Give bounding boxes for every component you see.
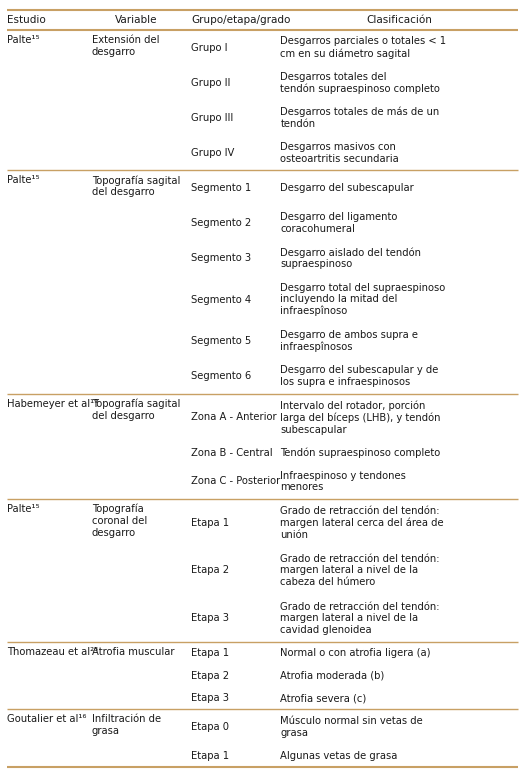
- Text: Grado de retracción del tendón:
margen lateral a nivel de la
cavidad glenoidea: Grado de retracción del tendón: margen l…: [280, 601, 440, 635]
- Text: Etapa 1: Etapa 1: [191, 648, 230, 658]
- Text: Segmento 3: Segmento 3: [191, 253, 252, 263]
- Text: Topografía sagital
del desgarro: Topografía sagital del desgarro: [92, 175, 180, 198]
- Text: Habemeyer et al¹⁹: Habemeyer et al¹⁹: [7, 399, 99, 408]
- Text: Grupo III: Grupo III: [191, 113, 234, 123]
- Text: Grado de retracción del tendón:
margen lateral a nivel de la
cabeza del húmero: Grado de retracción del tendón: margen l…: [280, 554, 440, 587]
- Text: Grupo/etapa/grado: Grupo/etapa/grado: [191, 15, 291, 25]
- Text: Grupo II: Grupo II: [191, 78, 231, 88]
- Text: Etapa 1: Etapa 1: [191, 751, 230, 761]
- Text: Variable: Variable: [115, 15, 158, 25]
- Text: Segmento 6: Segmento 6: [191, 371, 252, 381]
- Text: Extensión del
desgarro: Extensión del desgarro: [92, 35, 159, 57]
- Text: Palte¹⁵: Palte¹⁵: [7, 504, 40, 514]
- Text: Etapa 1: Etapa 1: [191, 518, 230, 527]
- Text: Estudio: Estudio: [7, 15, 46, 25]
- Text: Zona C - Posterior: Zona C - Posterior: [191, 476, 280, 486]
- Text: Etapa 3: Etapa 3: [191, 693, 230, 703]
- Text: Desgarro de ambos supra e
infraespînosos: Desgarro de ambos supra e infraespînosos: [280, 330, 418, 352]
- Text: Topografía
coronal del
desgarro: Topografía coronal del desgarro: [92, 504, 147, 538]
- Text: Tendón supraespinoso completo: Tendón supraespinoso completo: [280, 447, 441, 458]
- Text: Segmento 5: Segmento 5: [191, 336, 252, 346]
- Text: Etapa 0: Etapa 0: [191, 722, 230, 732]
- Text: Grado de retracción del tendón:
margen lateral cerca del área de
unión: Grado de retracción del tendón: margen l…: [280, 506, 444, 540]
- Text: Segmento 1: Segmento 1: [191, 183, 252, 193]
- Text: Zona B - Central: Zona B - Central: [191, 447, 273, 457]
- Text: Intervalo del rotador, porción
larga del bíceps (LHB), y tendón
subescapular: Intervalo del rotador, porción larga del…: [280, 400, 441, 435]
- Text: Palte¹⁵: Palte¹⁵: [7, 175, 40, 185]
- Text: Zona A - Anterior: Zona A - Anterior: [191, 412, 277, 422]
- Text: Atrofia severa (c): Atrofia severa (c): [280, 693, 367, 703]
- Text: Desgarros totales de más de un
tendón: Desgarros totales de más de un tendón: [280, 107, 440, 129]
- Text: Infraespinoso y tendones
menores: Infraespinoso y tendones menores: [280, 471, 406, 492]
- Text: Algunas vetas de grasa: Algunas vetas de grasa: [280, 751, 398, 761]
- Text: Goutalier et al¹⁶: Goutalier et al¹⁶: [7, 714, 86, 724]
- Text: Desgarro del subescapular: Desgarro del subescapular: [280, 183, 414, 193]
- Text: Topografía sagital
del desgarro: Topografía sagital del desgarro: [92, 399, 180, 421]
- Text: Segmento 2: Segmento 2: [191, 218, 252, 228]
- Text: Etapa 2: Etapa 2: [191, 566, 230, 576]
- Text: Etapa 2: Etapa 2: [191, 671, 230, 681]
- Text: Músculo normal sin vetas de
grasa: Músculo normal sin vetas de grasa: [280, 716, 423, 738]
- Text: Desgarro total del supraespinoso
incluyendo la mitad del
infraespînoso: Desgarro total del supraespinoso incluye…: [280, 283, 445, 316]
- Text: Desgarros totales del
tendón supraespinoso completo: Desgarros totales del tendón supraespino…: [280, 72, 440, 93]
- Text: Desgarro del subescapular y de
los supra e infraespinosos: Desgarro del subescapular y de los supra…: [280, 365, 439, 387]
- Text: Grupo I: Grupo I: [191, 43, 228, 52]
- Text: Thomazeau et al²³: Thomazeau et al²³: [7, 647, 99, 657]
- Text: Normal o con atrofia ligera (a): Normal o con atrofia ligera (a): [280, 648, 431, 658]
- Text: Atrofia muscular: Atrofia muscular: [92, 647, 174, 657]
- Text: Grupo IV: Grupo IV: [191, 148, 235, 158]
- Text: Palte¹⁵: Palte¹⁵: [7, 35, 40, 45]
- Text: Etapa 3: Etapa 3: [191, 613, 230, 623]
- Text: Desgarros parciales o totales < 1
cm en su diámetro sagital: Desgarros parciales o totales < 1 cm en …: [280, 37, 446, 58]
- Text: Atrofia moderada (b): Atrofia moderada (b): [280, 671, 385, 681]
- Text: Infiltración de
grasa: Infiltración de grasa: [92, 714, 161, 736]
- Text: Desgarro del ligamento
coracohumeral: Desgarro del ligamento coracohumeral: [280, 212, 398, 234]
- Text: Desgarro aislado del tendón
supraespinoso: Desgarro aislado del tendón supraespinos…: [280, 247, 421, 270]
- Text: Segmento 4: Segmento 4: [191, 294, 252, 305]
- Text: Desgarros masivos con
osteoartritis secundaria: Desgarros masivos con osteoartritis secu…: [280, 142, 399, 164]
- Text: Clasificación: Clasificación: [366, 15, 432, 25]
